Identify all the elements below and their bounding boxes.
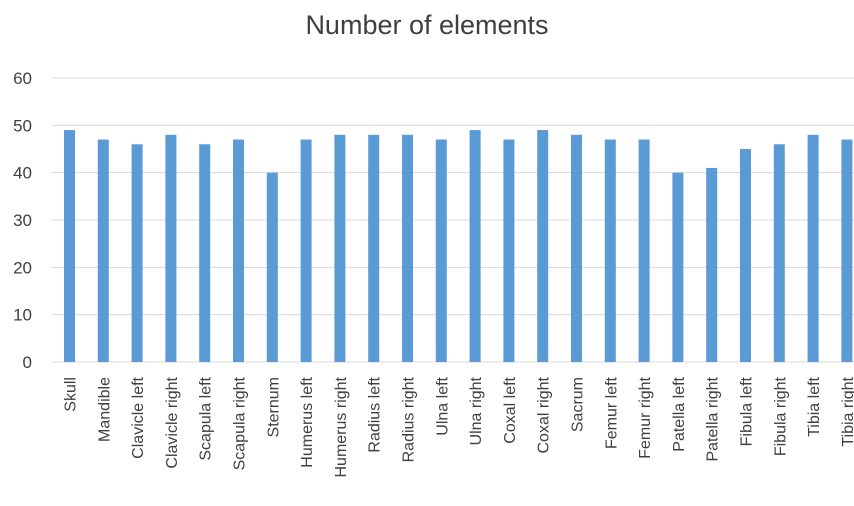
bar (334, 134, 346, 362)
chart-title: Number of elements (305, 10, 549, 40)
x-tick-label: Scapula left (198, 376, 215, 460)
x-tick-label: Humerus left (299, 376, 316, 467)
bar (807, 134, 819, 362)
bars (64, 130, 853, 362)
y-tick-label: 0 (23, 353, 32, 372)
bar (604, 139, 616, 362)
bar (435, 139, 447, 362)
x-tick-label: Clavicle left (130, 376, 147, 458)
y-tick-label: 40 (13, 164, 32, 183)
bar (740, 149, 751, 362)
x-tick-label: Fibula left (739, 376, 756, 446)
bar (402, 134, 413, 362)
x-tick-label: Radius left (367, 376, 384, 452)
x-tick-label: Mandible (96, 377, 113, 442)
x-tick-label: Scapula right (232, 376, 249, 470)
x-tick-label: Coxal left (502, 376, 519, 443)
x-tick-label: Patella left (671, 376, 688, 451)
y-tick-label: 60 (13, 69, 32, 88)
x-tick-label: Tibia right (840, 376, 854, 446)
bar (638, 139, 650, 362)
bar (537, 130, 549, 362)
x-tick-label: Fibula right (772, 376, 789, 456)
bar (469, 130, 481, 362)
bar (300, 139, 312, 362)
x-tick-label: Coxal right (536, 376, 553, 453)
x-tick-label: Sternum (265, 377, 282, 437)
bar (131, 144, 143, 362)
x-tick-label: Femur right (637, 376, 654, 458)
bar (199, 144, 211, 362)
bar (571, 134, 582, 362)
x-tick-label: Ulna right (468, 376, 485, 445)
bar (97, 139, 109, 362)
x-tick-label: Femur left (603, 376, 620, 449)
x-axis-ticks: Skull Mandible Clavicle left Clavicle right… (63, 376, 854, 477)
bar (368, 134, 380, 362)
bar (233, 139, 244, 362)
bar (64, 130, 75, 362)
bar (165, 134, 177, 362)
x-tick-label: Sacrum (570, 377, 587, 432)
bar (266, 172, 278, 362)
gridlines (52, 77, 854, 363)
bar (503, 139, 515, 362)
bar (672, 172, 684, 362)
x-tick-label: Radius right (401, 376, 418, 462)
y-tick-label: 10 (13, 306, 32, 325)
x-tick-label: Skull (63, 377, 80, 412)
y-tick-label: 30 (13, 211, 32, 230)
bar (706, 167, 718, 362)
y-axis-ticks: 0 10 20 30 40 50 60 (13, 69, 32, 372)
x-tick-label: Tibia left (806, 376, 823, 436)
y-tick-label: 50 (13, 116, 32, 135)
x-tick-label: Humerus right (333, 376, 350, 477)
x-tick-label: Ulna left (434, 376, 451, 435)
x-tick-label: Patella right (705, 376, 722, 461)
x-tick-label: Clavicle right (164, 376, 181, 468)
bar (841, 139, 853, 362)
y-tick-label: 20 (13, 258, 32, 277)
bar (773, 144, 785, 362)
